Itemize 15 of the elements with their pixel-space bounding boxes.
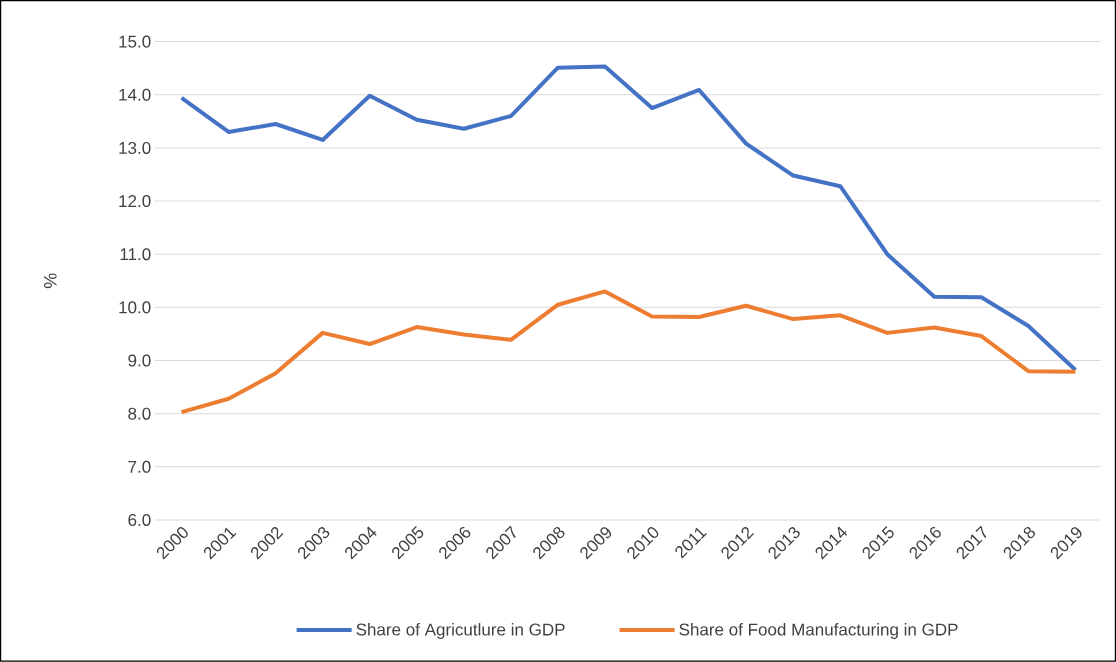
- line-series: [179, 64, 1078, 373]
- y-tick-label: 12.0: [119, 195, 151, 208]
- y-tick-label: 13.0: [119, 142, 151, 155]
- y-tick-label: 11.0: [120, 248, 151, 261]
- y-tick-label: 9.0: [128, 354, 151, 367]
- y-tick-label: 7.0: [128, 460, 151, 474]
- legend-label: Share of Agricutlure in GDP: [356, 623, 565, 640]
- legend-label: Share of Food Manufacturing in GDP: [679, 623, 958, 640]
- y-axis-title: %: [44, 273, 57, 289]
- y-tick-label: 10.0: [119, 301, 151, 314]
- y-tick-label: 15.0: [119, 35, 151, 48]
- y-tick-label: 14.0: [119, 88, 151, 101]
- y-tick-label: 8.0: [128, 407, 151, 420]
- y-tick-label: 6.0: [128, 514, 151, 527]
- line-series: [179, 289, 1078, 415]
